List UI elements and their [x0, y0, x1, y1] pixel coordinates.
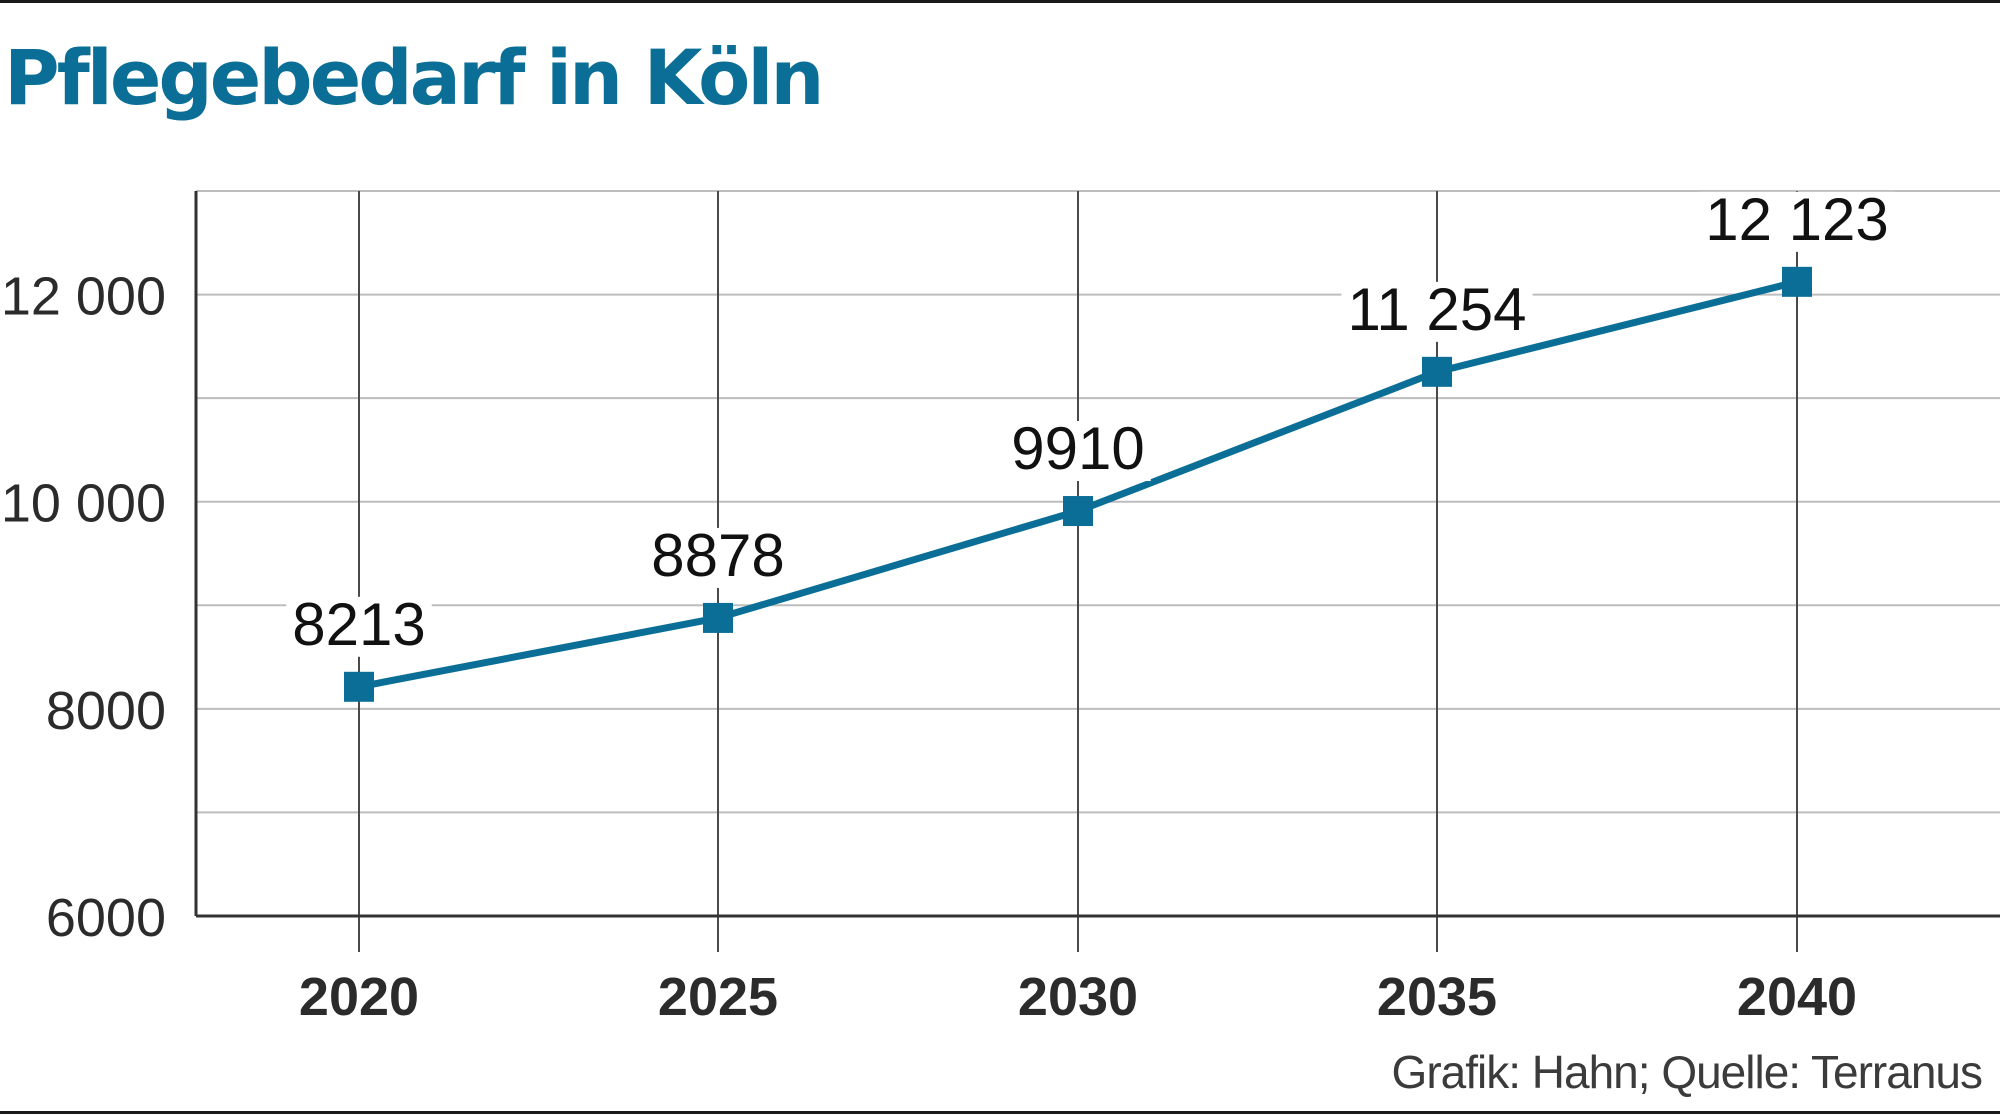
y-tick-label: 8000: [46, 681, 166, 741]
data-point-marker: [344, 671, 374, 702]
grid-layer: [196, 190, 2000, 952]
data-label: 11 254: [1347, 276, 1526, 343]
data-label-background: [1341, 281, 1533, 342]
label-layer: 8213 8878 9910 11 254 12 123: [286, 186, 1895, 658]
y-tick-label: 10 000: [1, 474, 166, 534]
data-point-marker: [1063, 496, 1093, 527]
data-label-background: [645, 527, 791, 588]
x-tick-label: 2020: [299, 967, 419, 1027]
chart-title: Pflegebedarf in Köln: [4, 33, 824, 122]
x-tick-label: 2030: [1018, 967, 1138, 1027]
y-tick-label: 12 000: [1, 267, 166, 327]
source-credit: Grafik: Hahn; Quelle: Terranus: [1391, 1046, 1983, 1098]
x-tick-label: 2040: [1737, 967, 1857, 1027]
axis-layer: 6000 8000 10 000 12 000 2020 2025 2030 2035 2040: [1, 191, 2000, 1027]
data-label-background: [1005, 421, 1151, 482]
data-point-marker: [1782, 266, 1812, 297]
x-tick-label: 2025: [658, 967, 778, 1027]
data-label: 8878: [651, 522, 784, 589]
data-point-marker: [703, 602, 733, 633]
data-label-background: [286, 596, 432, 657]
data-label-background: [1699, 191, 1895, 252]
x-tick-label: 2035: [1377, 967, 1497, 1027]
series-layer: [344, 266, 1812, 702]
data-label: 12 123: [1705, 186, 1889, 253]
data-label: 8213: [292, 591, 425, 658]
y-tick-label: 6000: [46, 888, 166, 948]
data-point-marker: [1422, 356, 1452, 387]
data-label: 9910: [1011, 415, 1144, 482]
line-chart: 6000 8000 10 000 12 000 2020 2025 2030 2035 2040…: [1, 186, 2000, 1027]
